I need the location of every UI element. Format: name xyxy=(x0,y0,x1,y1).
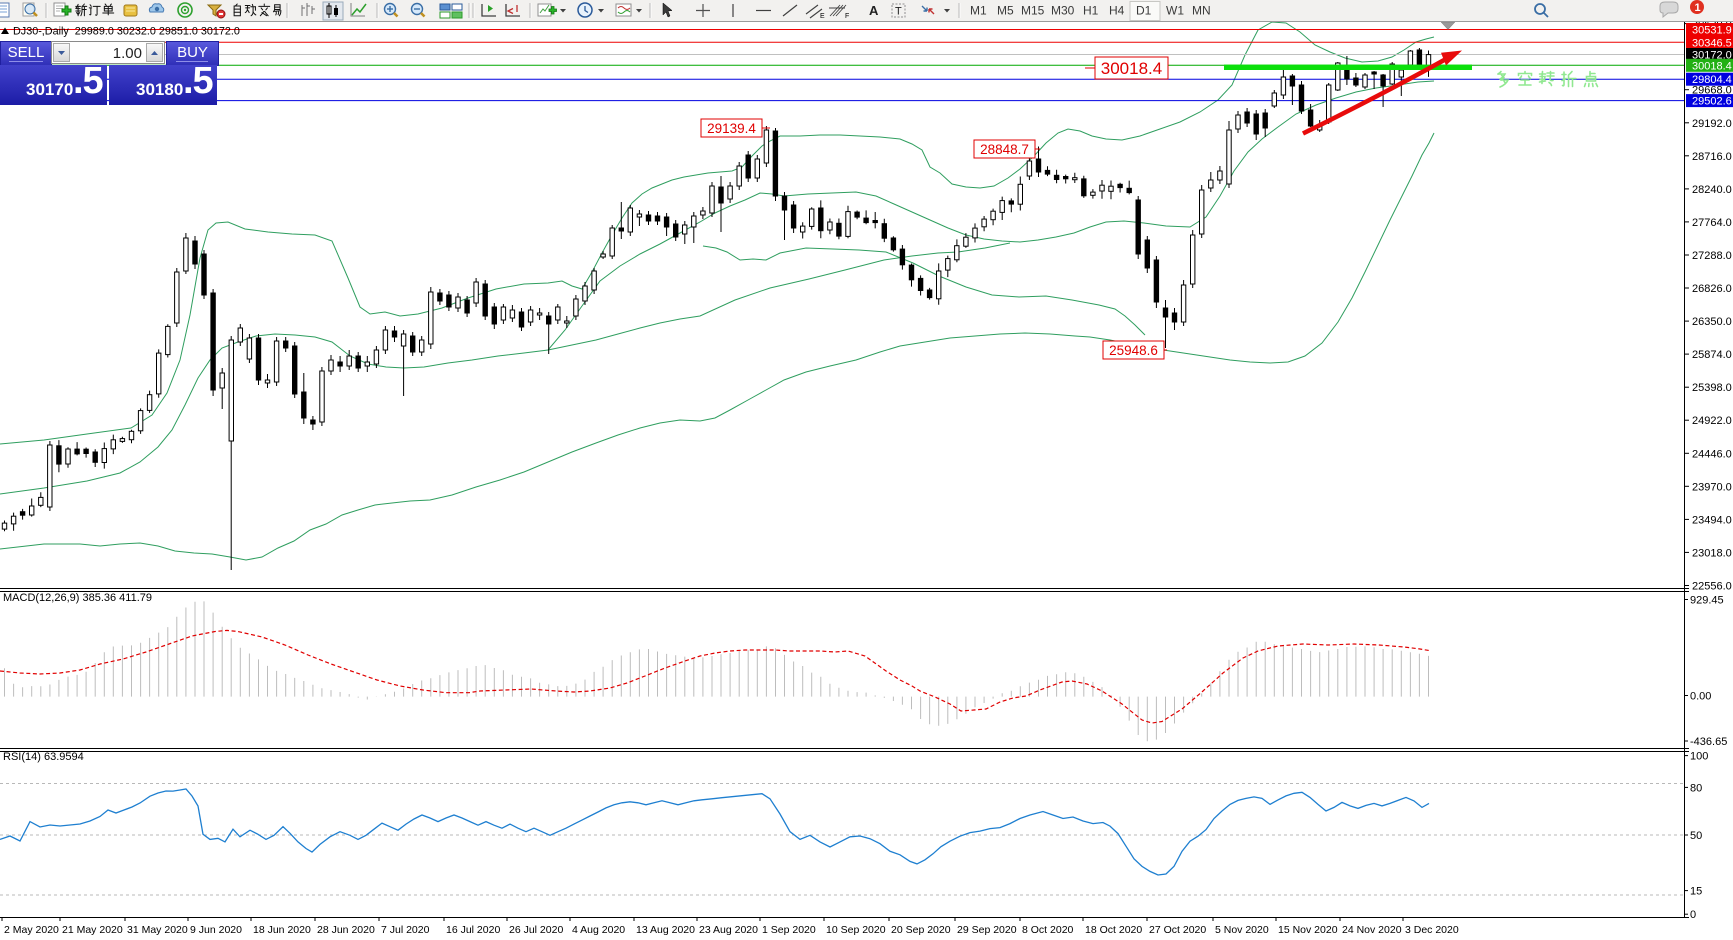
svg-text:27288.0: 27288.0 xyxy=(1692,250,1732,262)
svg-text:80: 80 xyxy=(1690,782,1702,794)
svg-text:31 May 2020: 31 May 2020 xyxy=(127,924,188,936)
svg-text:21 May 2020: 21 May 2020 xyxy=(62,924,123,936)
svg-text:MN: MN xyxy=(1192,4,1211,18)
svg-text:1 Sep 2020: 1 Sep 2020 xyxy=(762,924,816,936)
svg-text:-436.65: -436.65 xyxy=(1690,736,1727,748)
svg-text:H1: H1 xyxy=(1083,4,1099,18)
svg-text:26 Jul 2020: 26 Jul 2020 xyxy=(509,924,563,936)
svg-text:2 May 2020: 2 May 2020 xyxy=(4,924,59,936)
svg-text:30018.4: 30018.4 xyxy=(1101,59,1162,78)
svg-text:30531.9: 30531.9 xyxy=(1692,25,1732,37)
svg-text:27 Oct 2020: 27 Oct 2020 xyxy=(1149,924,1206,936)
svg-text:28848.7: 28848.7 xyxy=(980,142,1029,157)
svg-text:F: F xyxy=(845,13,849,20)
svg-text:0.00: 0.00 xyxy=(1690,691,1711,703)
svg-text:27764.0: 27764.0 xyxy=(1692,217,1732,229)
svg-text:50: 50 xyxy=(1690,830,1702,842)
svg-text:24446.0: 24446.0 xyxy=(1692,448,1732,460)
svg-text:23494.0: 23494.0 xyxy=(1692,514,1732,526)
svg-text:13 Aug 2020: 13 Aug 2020 xyxy=(636,924,695,936)
svg-text:7 Jul 2020: 7 Jul 2020 xyxy=(381,924,430,936)
svg-text:18 Oct 2020: 18 Oct 2020 xyxy=(1085,924,1142,936)
svg-text:1: 1 xyxy=(1695,2,1701,14)
svg-text:23 Aug 2020: 23 Aug 2020 xyxy=(699,924,758,936)
svg-text:26826.0: 26826.0 xyxy=(1692,283,1732,295)
svg-text:28716.0: 28716.0 xyxy=(1692,151,1732,163)
svg-text:E: E xyxy=(820,13,825,20)
svg-text:30018.4: 30018.4 xyxy=(1692,60,1732,72)
svg-text:M30: M30 xyxy=(1051,4,1075,18)
svg-text:10 Sep 2020: 10 Sep 2020 xyxy=(826,924,886,936)
svg-text:28240.0: 28240.0 xyxy=(1692,184,1732,196)
svg-text:26350.0: 26350.0 xyxy=(1692,316,1732,328)
svg-text:24922.0: 24922.0 xyxy=(1692,415,1732,427)
svg-text:M1: M1 xyxy=(970,4,987,18)
svg-text:15: 15 xyxy=(1690,886,1702,898)
svg-text:25874.0: 25874.0 xyxy=(1692,349,1732,361)
svg-text:29 Sep 2020: 29 Sep 2020 xyxy=(957,924,1017,936)
svg-text:MACD(12,26,9) 385.36 411.79: MACD(12,26,9) 385.36 411.79 xyxy=(3,592,152,604)
svg-text:0: 0 xyxy=(1690,909,1696,921)
svg-text:M5: M5 xyxy=(997,4,1014,18)
svg-text:29804.4: 29804.4 xyxy=(1692,74,1732,86)
svg-text:30172.0: 30172.0 xyxy=(1692,50,1732,62)
svg-text:929.45: 929.45 xyxy=(1690,595,1724,607)
svg-text:W1: W1 xyxy=(1166,4,1184,18)
svg-text:9 Jun 2020: 9 Jun 2020 xyxy=(190,924,242,936)
svg-text:M15: M15 xyxy=(1021,4,1045,18)
svg-text:20 Sep 2020: 20 Sep 2020 xyxy=(891,924,951,936)
svg-text:T: T xyxy=(895,6,902,18)
svg-text:4 Aug 2020: 4 Aug 2020 xyxy=(572,924,625,936)
svg-text:3 Dec 2020: 3 Dec 2020 xyxy=(1405,924,1459,936)
svg-text:22556.0: 22556.0 xyxy=(1692,581,1732,593)
svg-text:H4: H4 xyxy=(1109,4,1125,18)
svg-text:100: 100 xyxy=(1690,751,1708,763)
svg-text:8 Oct 2020: 8 Oct 2020 xyxy=(1022,924,1074,936)
svg-text:A: A xyxy=(869,3,879,18)
svg-text:18 Jun 2020: 18 Jun 2020 xyxy=(253,924,311,936)
svg-text:25948.6: 25948.6 xyxy=(1109,343,1158,358)
svg-text:D1: D1 xyxy=(1136,4,1152,18)
svg-text:15 Nov 2020: 15 Nov 2020 xyxy=(1278,924,1338,936)
svg-text:29502.6: 29502.6 xyxy=(1692,96,1732,108)
svg-text:16 Jul 2020: 16 Jul 2020 xyxy=(446,924,500,936)
svg-text:23018.0: 23018.0 xyxy=(1692,547,1732,559)
svg-text:23970.0: 23970.0 xyxy=(1692,481,1732,493)
svg-text:25398.0: 25398.0 xyxy=(1692,382,1732,394)
svg-text:29192.0: 29192.0 xyxy=(1692,118,1732,130)
svg-text:29668.0: 29668.0 xyxy=(1692,85,1732,97)
svg-text:RSI(14) 63.9594: RSI(14) 63.9594 xyxy=(3,751,84,763)
svg-text:24 Nov 2020: 24 Nov 2020 xyxy=(1342,924,1402,936)
svg-text:30346.5: 30346.5 xyxy=(1692,37,1732,49)
svg-text:29139.4: 29139.4 xyxy=(707,121,756,136)
svg-text:28 Jun 2020: 28 Jun 2020 xyxy=(317,924,375,936)
svg-text:5 Nov 2020: 5 Nov 2020 xyxy=(1215,924,1269,936)
svg-text:DJ30-,Daily 29989.0 30232.0 2: DJ30-,Daily 29989.0 30232.0 29851.0 3017… xyxy=(13,26,240,38)
